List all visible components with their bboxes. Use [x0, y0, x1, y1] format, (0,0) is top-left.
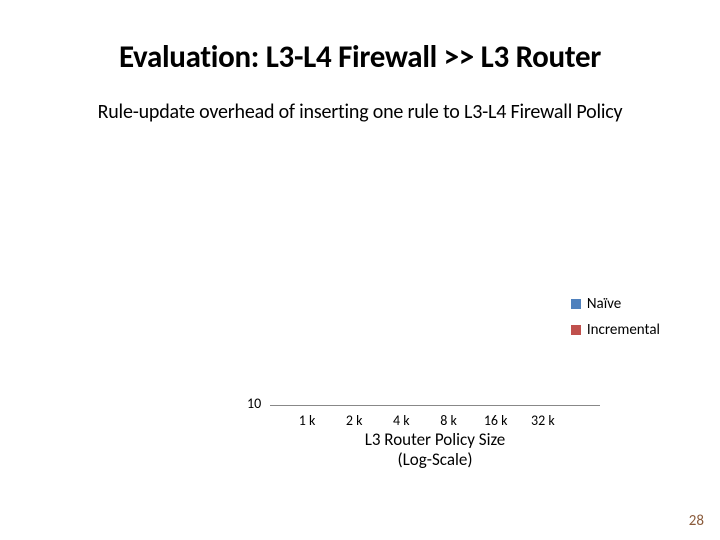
legend-label-incremental: Incremental	[587, 321, 660, 339]
x-tick-8k: 8 k	[427, 412, 471, 429]
x-tick-32k: 32 k	[521, 412, 565, 429]
legend-item-naive: Naïve	[571, 295, 660, 313]
x-axis-label: L3 Router Policy Size (Log-Scale)	[280, 430, 590, 469]
y-tick-10: 10	[247, 395, 261, 412]
legend-label-naive: Naïve	[587, 295, 621, 313]
x-axis-label-line2: (Log-Scale)	[398, 449, 473, 470]
x-tick-1k: 1 k	[285, 412, 329, 429]
legend-swatch-incremental	[571, 325, 581, 335]
page-subtitle: Rule-update overhead of inserting one ru…	[0, 76, 720, 124]
x-axis-label-line1: L3 Router Policy Size	[365, 429, 506, 450]
page-number: 28	[689, 512, 704, 530]
page-title: Evaluation: L3-L4 Firewall >> L3 Router	[0, 0, 720, 76]
chart: # of Update Operations (Log-Scale) 10 1 …	[70, 180, 670, 460]
plot-baseline	[270, 405, 600, 406]
legend-item-incremental: Incremental	[571, 321, 660, 339]
x-tick-16k: 16 k	[474, 412, 518, 429]
x-tick-2k: 2 k	[332, 412, 376, 429]
x-tick-4k: 4 k	[379, 412, 423, 429]
x-ticks: 1 k 2 k 4 k 8 k 16 k 32 k	[285, 412, 615, 429]
legend: Naïve Incremental	[571, 295, 660, 347]
legend-swatch-naive	[571, 299, 581, 309]
